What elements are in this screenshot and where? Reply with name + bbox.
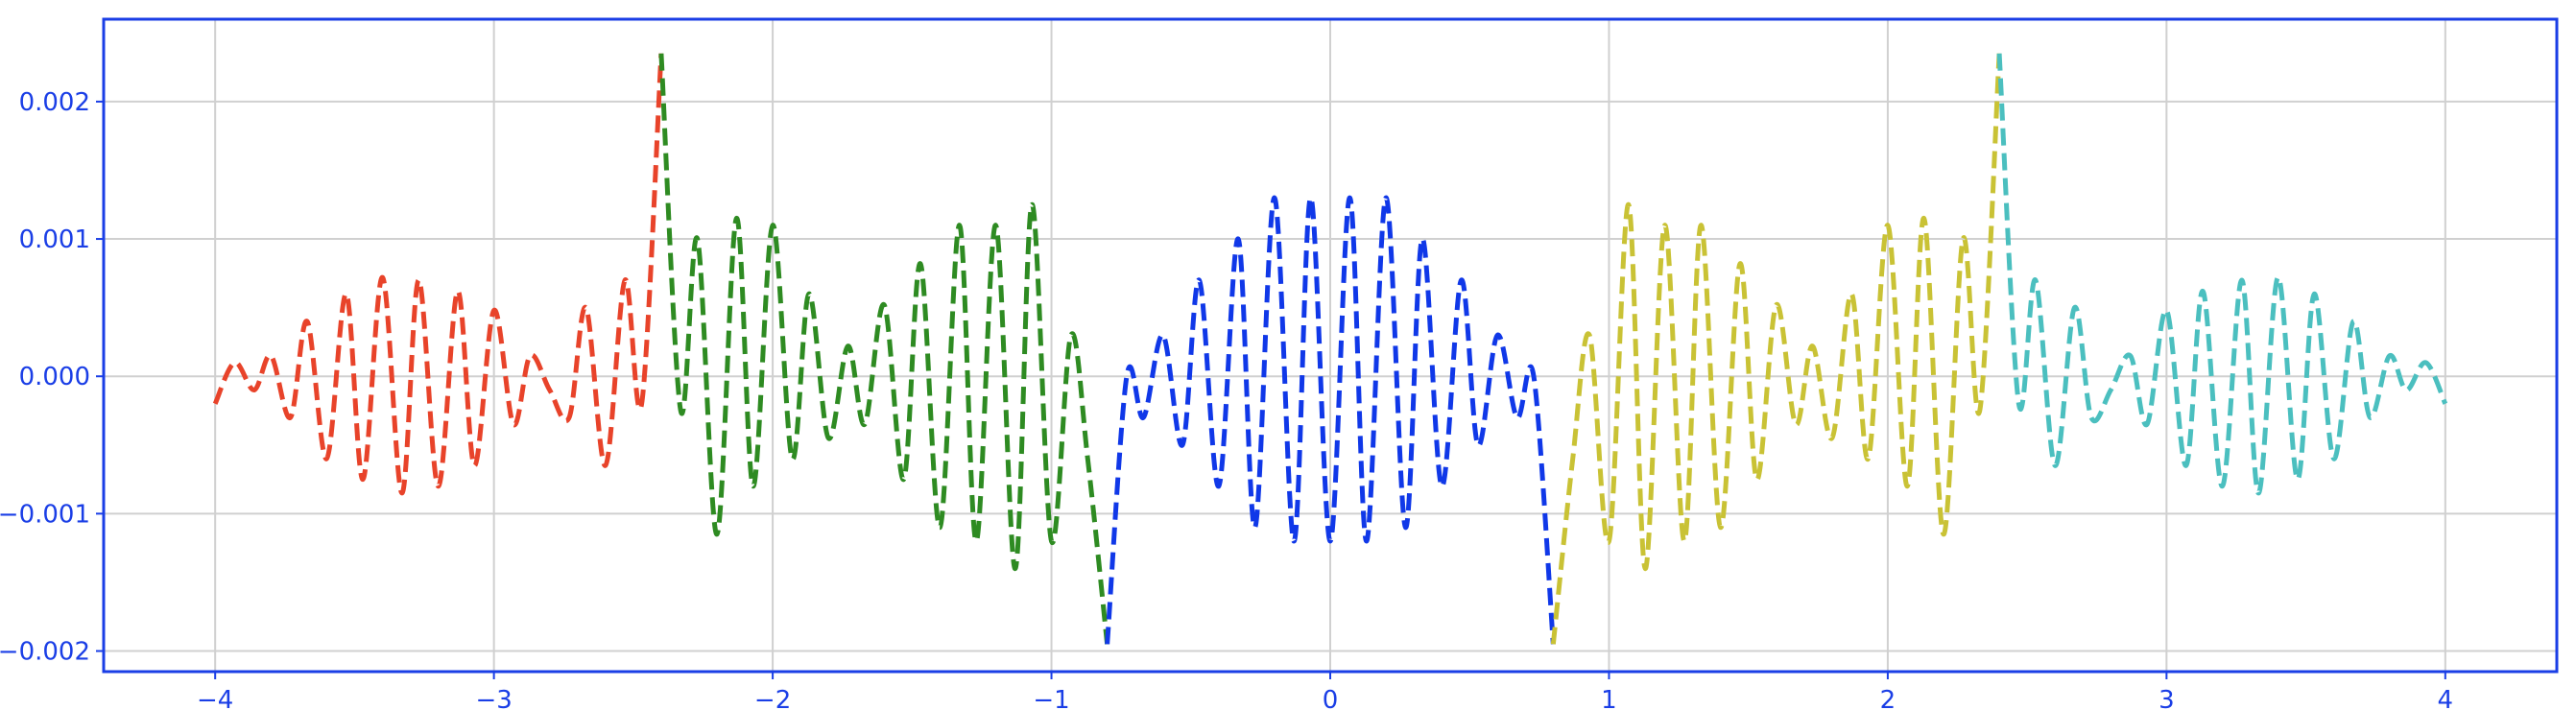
y-axis: −0.002 −0.001 0.000 0.001 0.002: [0, 88, 104, 667]
x-tick-label: 1: [1601, 686, 1617, 710]
series-line-3: [1105, 195, 1556, 645]
x-tick-label: 3: [2159, 686, 2175, 710]
y-tick-label: 0.001: [19, 225, 90, 254]
x-tick-label: 0: [1323, 686, 1339, 710]
series-line-4: [1550, 53, 2002, 645]
y-tick-label: −0.002: [0, 638, 90, 667]
x-axis: −4 −3 −2 −1 0 1 2 3 4: [197, 672, 2453, 710]
y-tick-label: 0.002: [19, 88, 90, 117]
series-group: [212, 53, 2448, 645]
x-tick-label: −2: [754, 686, 791, 710]
y-tick-label: −0.001: [0, 500, 90, 529]
x-tick-label: 2: [1880, 686, 1896, 710]
x-tick-label: 4: [2438, 686, 2454, 710]
x-tick-label: −3: [475, 686, 512, 710]
series-line-5: [1996, 53, 2448, 496]
series-line-1: [212, 53, 664, 496]
y-tick-label: 0.000: [19, 363, 90, 391]
x-tick-label: −1: [1033, 686, 1069, 710]
x-tick-label: −4: [197, 686, 233, 710]
grid: [104, 19, 2557, 672]
series-line-2: [658, 53, 1110, 645]
